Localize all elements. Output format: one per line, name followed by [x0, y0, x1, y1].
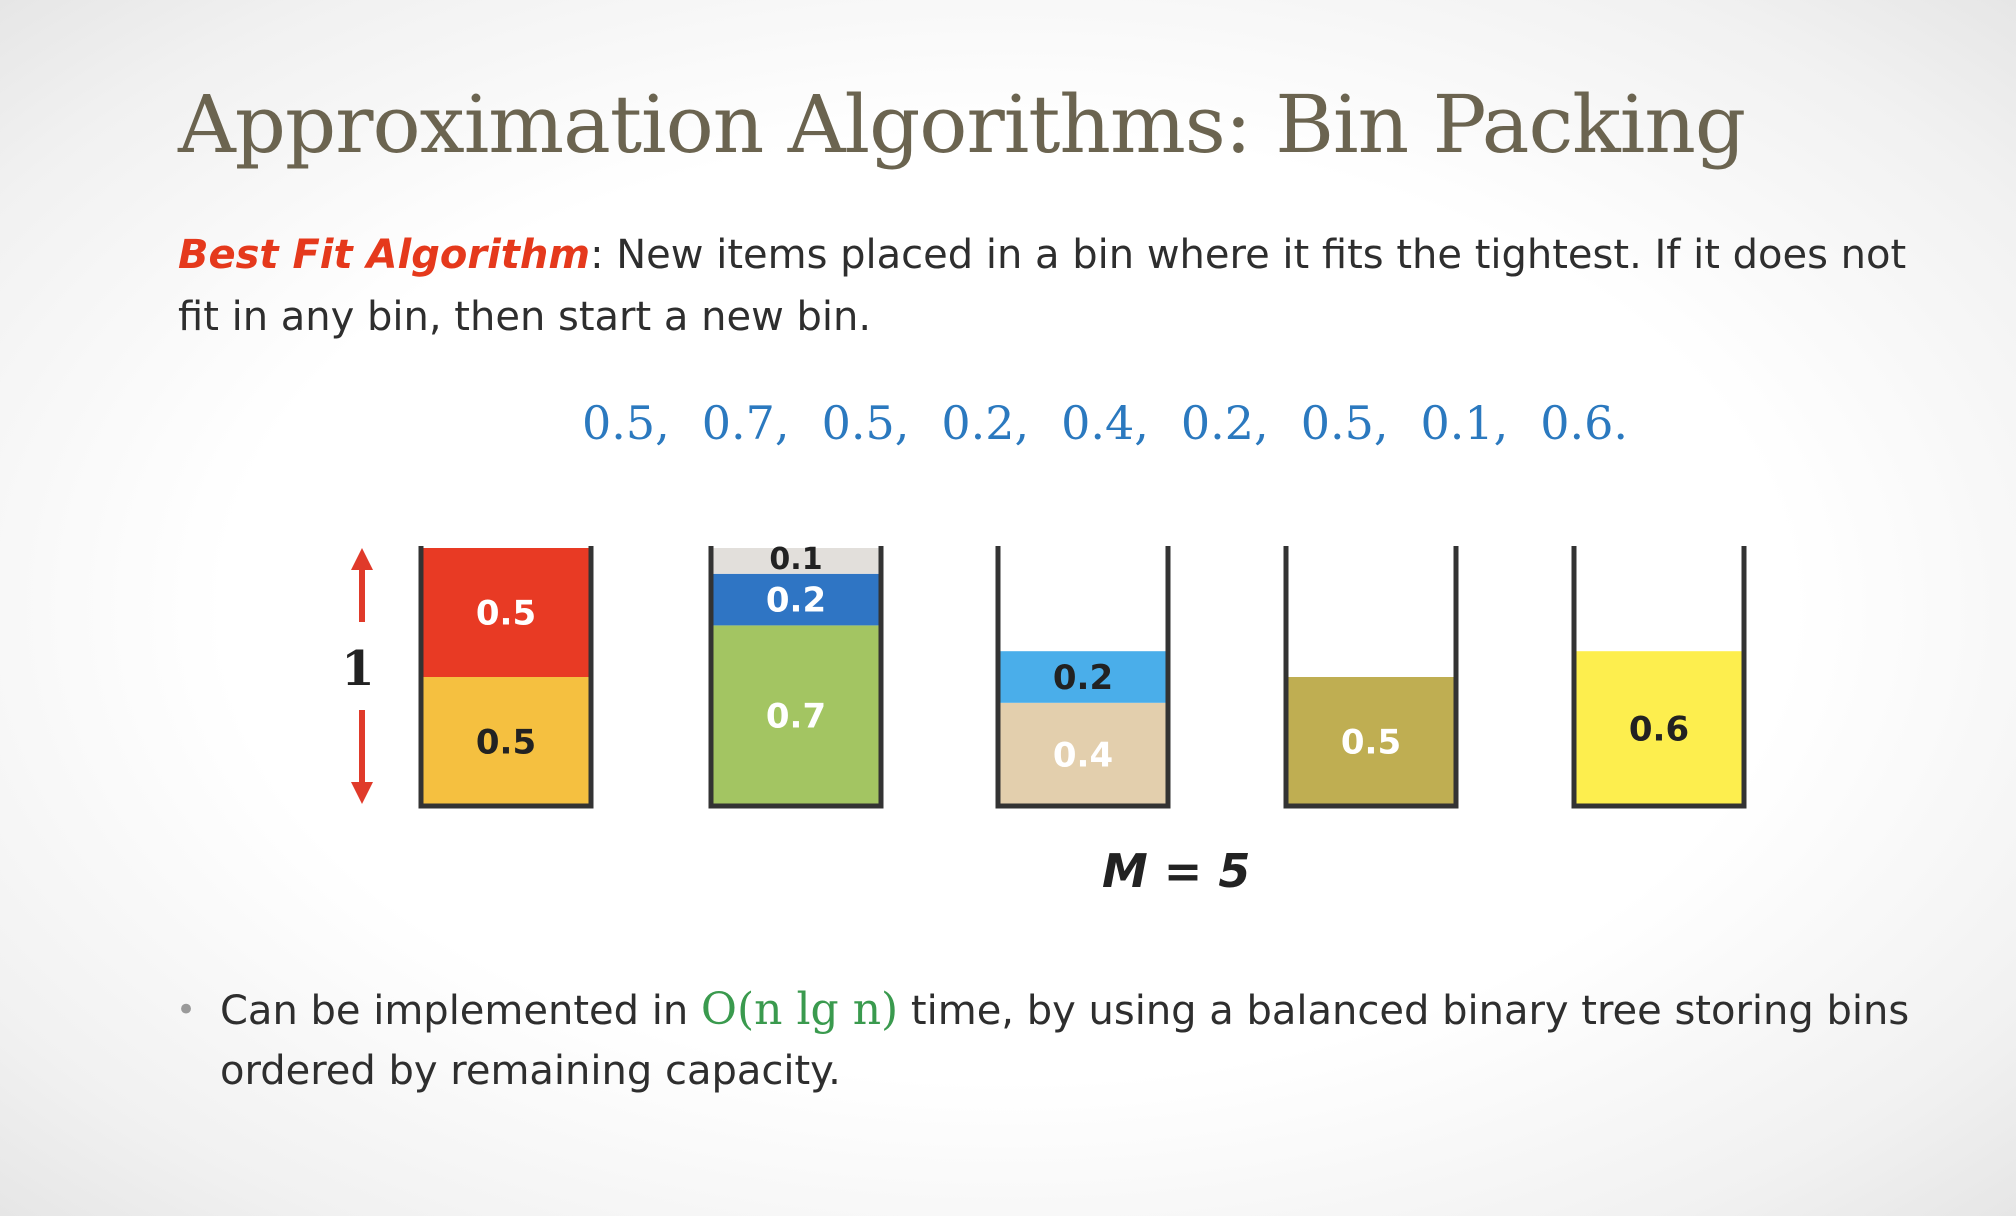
arrow-down-head: [351, 782, 373, 804]
sequence-item: 0.2,: [941, 396, 1030, 450]
bin-item-label: 0.7: [766, 697, 826, 737]
arrow-up-head: [351, 548, 373, 570]
sequence-item: 0.7,: [701, 396, 790, 450]
definition-body: : New items placed in a bin where it fit…: [178, 232, 1907, 340]
capacity-label: 1: [341, 641, 374, 697]
bin-item-block: [711, 548, 881, 574]
bin-item-label: 0.2: [766, 581, 826, 621]
sequence-item: 0.2,: [1180, 396, 1269, 450]
bullet-prefix: Can be implemented in: [220, 988, 701, 1034]
bin-item-block: [711, 573, 881, 626]
bin-outline: [1283, 546, 1459, 809]
bin-outline: [418, 546, 594, 809]
bin-item-block: [998, 651, 1168, 703]
bin-3: 0.4 0.2: [995, 546, 1171, 809]
bin-outline: [708, 546, 884, 809]
bins: 0.5 0.5 0.7 0.2 0.1 0.4 0.2 0.5 0.6: [418, 542, 1747, 809]
bin-item-label: 0.5: [476, 723, 536, 763]
sequence-item: 0.5,: [582, 396, 670, 450]
bullet-text: Can be implemented in O(n lg n) time, by…: [176, 980, 1956, 1101]
bin-item-label: 0.4: [1053, 735, 1113, 775]
bin-item-block: [1574, 651, 1744, 806]
sequence-item: 0.5,: [1300, 396, 1389, 450]
bin-1: 0.5 0.5: [418, 546, 594, 809]
bin-outline: [995, 546, 1171, 809]
bin-item-label: 0.6: [1629, 710, 1689, 750]
bin-item-label: 0.5: [476, 594, 536, 634]
bin-item-block: [711, 625, 881, 806]
sequence-item: 0.6.: [1540, 396, 1629, 450]
sequence-item: 0.4,: [1061, 396, 1149, 450]
definition-text: Best Fit Algorithm: New items placed in …: [178, 224, 1958, 348]
capacity-arrow: [351, 548, 373, 804]
complexity-bullet: • Can be implemented in O(n lg n) time, …: [176, 980, 1956, 1101]
bin-item-block: [1286, 677, 1456, 806]
bin-item-block: [421, 548, 591, 677]
bin-item-block: [998, 702, 1168, 806]
algorithm-term: Best Fit Algorithm: [178, 232, 591, 278]
bin-2: 0.7 0.2 0.1: [708, 542, 884, 809]
sequence-item: 0.5,: [821, 396, 910, 450]
bin-outline: [1571, 546, 1747, 809]
item-sequence-values: 0.5, 0.7, 0.5, 0.2, 0.4, 0.2, 0.5, 0.1, 0.6.: [582, 396, 1660, 450]
bin-count-label: M = 5: [1102, 844, 1251, 898]
bin-item-label: 0.1: [769, 542, 822, 577]
bin-4: 0.5: [1283, 546, 1459, 809]
sequence-item: 0.1,: [1420, 396, 1509, 450]
complexity-formula: O(n lg n): [700, 984, 899, 1035]
bin-item-label: 0.5: [1341, 723, 1401, 763]
bin-5: 0.6: [1571, 546, 1747, 809]
bin-item-block: [421, 677, 591, 806]
slide-title: Approximation Algorithms: Bin Packing: [178, 78, 1746, 171]
bullet-suffix: time, by using a balanced binary tree st…: [220, 988, 1910, 1094]
bullet-dot: •: [176, 990, 197, 1030]
bin-item-label: 0.2: [1053, 658, 1113, 698]
